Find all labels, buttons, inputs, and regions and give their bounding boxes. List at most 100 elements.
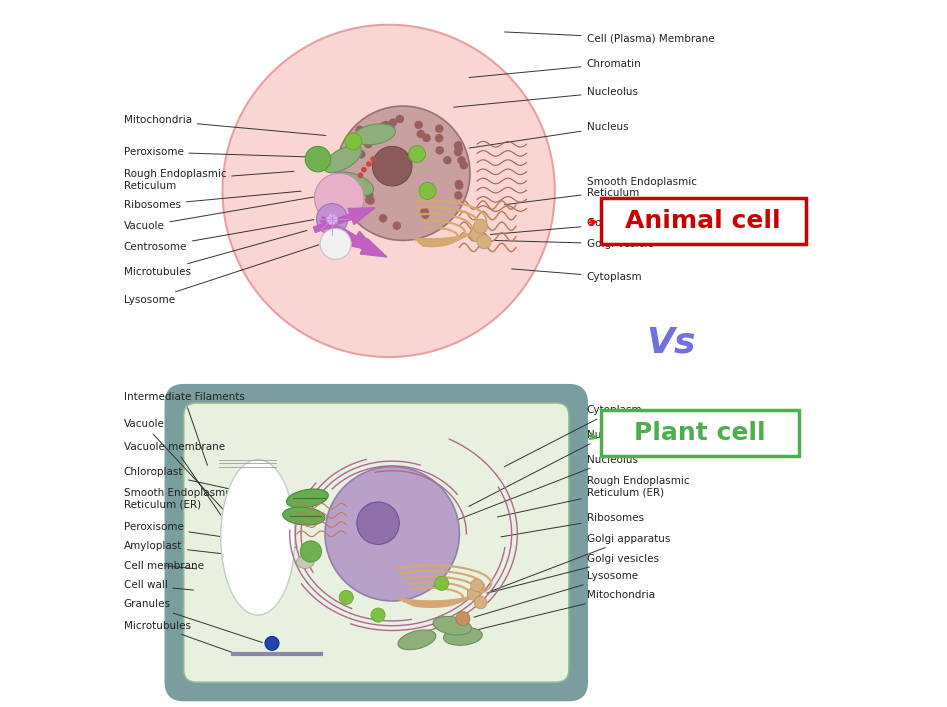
Circle shape [455, 145, 463, 153]
FancyBboxPatch shape [600, 410, 798, 456]
Text: Vs: Vs [647, 326, 696, 360]
Text: Ribosomes: Ribosomes [501, 513, 644, 537]
Text: Chromatin: Chromatin [469, 59, 641, 78]
Circle shape [361, 167, 366, 173]
Circle shape [455, 182, 463, 190]
Ellipse shape [324, 146, 362, 173]
Ellipse shape [286, 489, 329, 508]
Text: Nucleus: Nucleus [469, 430, 628, 506]
Circle shape [388, 118, 397, 127]
Circle shape [474, 219, 488, 233]
Circle shape [366, 196, 374, 204]
Text: Chloroplast: Chloroplast [123, 467, 287, 501]
Circle shape [357, 502, 400, 544]
Circle shape [327, 214, 338, 225]
Circle shape [357, 182, 366, 190]
Text: Vacuole: Vacuole [123, 197, 313, 231]
Circle shape [422, 134, 431, 142]
Circle shape [344, 153, 352, 162]
Circle shape [349, 204, 358, 212]
FancyArrow shape [328, 227, 387, 257]
Circle shape [455, 180, 463, 188]
Circle shape [457, 156, 466, 165]
Circle shape [408, 146, 425, 163]
Circle shape [370, 156, 376, 162]
Text: Ribosomes: Ribosomes [123, 191, 301, 210]
FancyBboxPatch shape [600, 198, 806, 244]
Text: Nucleolus: Nucleolus [455, 455, 637, 521]
Ellipse shape [433, 617, 472, 635]
FancyArrow shape [313, 208, 375, 233]
Circle shape [325, 467, 459, 601]
Circle shape [435, 576, 449, 590]
Circle shape [467, 588, 480, 600]
FancyBboxPatch shape [184, 403, 569, 682]
Text: Granules: Granules [123, 600, 262, 643]
Text: Golgi vesicles: Golgi vesicles [487, 554, 658, 593]
Circle shape [314, 173, 364, 223]
Text: Microtubules: Microtubules [123, 230, 307, 277]
Circle shape [420, 182, 436, 199]
Circle shape [435, 124, 443, 133]
Circle shape [364, 140, 372, 148]
Text: Lysosome: Lysosome [123, 245, 319, 305]
Circle shape [339, 590, 353, 604]
Circle shape [345, 133, 362, 150]
Circle shape [384, 130, 393, 139]
Text: Animal cell: Animal cell [625, 209, 781, 233]
Circle shape [454, 191, 462, 199]
Circle shape [393, 221, 402, 230]
Circle shape [382, 121, 390, 129]
FancyBboxPatch shape [166, 385, 586, 700]
Text: Golgi apparatus: Golgi apparatus [491, 534, 670, 592]
FancyArrow shape [320, 217, 377, 252]
Text: Golgi Apparatus: Golgi Apparatus [491, 218, 670, 235]
Text: Amyloplast: Amyloplast [123, 541, 293, 562]
Circle shape [454, 148, 462, 156]
Circle shape [443, 156, 452, 165]
Text: Peroxisome: Peroxisome [123, 522, 295, 547]
Text: Centrosome: Centrosome [123, 220, 313, 252]
Ellipse shape [221, 460, 295, 615]
Text: Nucleolus: Nucleolus [454, 87, 637, 107]
Text: Smooth Endoplasmic
Reticulum: Smooth Endoplasmic Reticulum [505, 177, 697, 205]
Text: Vacuole membrane: Vacuole membrane [123, 442, 224, 515]
Text: Microtubules: Microtubules [123, 621, 234, 653]
Text: Lysosome: Lysosome [474, 571, 637, 617]
Circle shape [471, 579, 483, 592]
Circle shape [379, 214, 387, 223]
Circle shape [386, 123, 395, 132]
Circle shape [335, 106, 470, 240]
Circle shape [474, 596, 487, 609]
Circle shape [371, 608, 385, 622]
Text: Nucleus: Nucleus [469, 122, 628, 148]
Text: Mitochondria: Mitochondria [123, 115, 326, 136]
Text: Cell (Plasma) Membrane: Cell (Plasma) Membrane [505, 32, 714, 44]
Text: Smooth Endoplasmic
Reticulum (ER): Smooth Endoplasmic Reticulum (ER) [123, 488, 287, 528]
Text: Cell wall: Cell wall [123, 580, 193, 590]
Circle shape [366, 191, 374, 199]
Text: Cell membrane: Cell membrane [123, 561, 204, 571]
Circle shape [477, 235, 491, 249]
Text: Mitochondria: Mitochondria [476, 590, 654, 630]
Ellipse shape [296, 556, 314, 568]
Circle shape [223, 25, 555, 357]
Text: Cytoplasm: Cytoplasm [511, 269, 642, 282]
Ellipse shape [282, 507, 325, 525]
Circle shape [372, 146, 412, 186]
Circle shape [417, 129, 425, 138]
Text: Rough Endoplasmic
Reticulum (ER): Rough Endoplasmic Reticulum (ER) [497, 476, 689, 517]
Circle shape [459, 161, 468, 170]
Text: Plant cell: Plant cell [634, 421, 765, 445]
Ellipse shape [443, 627, 482, 645]
Circle shape [366, 161, 371, 167]
Circle shape [265, 636, 279, 650]
Circle shape [357, 150, 366, 158]
Circle shape [421, 211, 429, 219]
Ellipse shape [333, 172, 373, 196]
Circle shape [354, 202, 363, 211]
Circle shape [358, 173, 364, 178]
Circle shape [454, 141, 462, 149]
Circle shape [316, 204, 348, 235]
Circle shape [305, 146, 331, 172]
